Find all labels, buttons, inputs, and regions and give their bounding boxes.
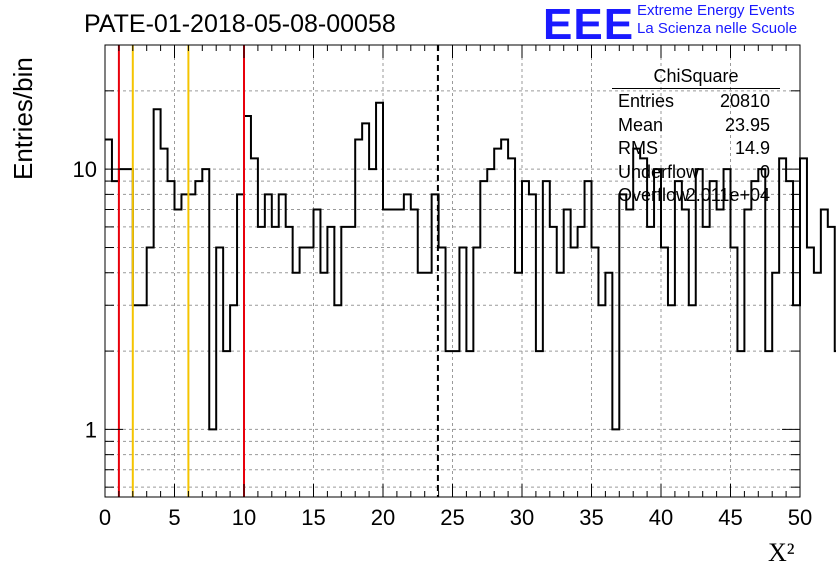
stats-key: Underflow <box>618 161 700 182</box>
stats-title: ChiSquare <box>612 66 780 89</box>
x-tick-label: 25 <box>440 505 464 530</box>
stats-value: 0 <box>759 161 770 182</box>
x-tick-label: 0 <box>99 505 111 530</box>
x-tick-label: 40 <box>649 505 673 530</box>
stats-key: RMS <box>618 138 658 158</box>
x-tick-label: 5 <box>168 505 180 530</box>
stats-key: Mean <box>618 114 664 135</box>
x-axis-label: X² <box>768 538 795 567</box>
x-tick-label: 15 <box>301 505 325 530</box>
stats-row-entries: Entries 20810 <box>612 91 780 115</box>
stats-key: Overflow <box>618 185 690 205</box>
x-tick-label: 45 <box>718 505 742 530</box>
logo-line-2: La Scienza nelle Scuole <box>637 20 798 37</box>
stats-row-overflow: Overflow 2.011e+04 <box>612 185 780 209</box>
y-tick-label: 10 <box>73 157 97 182</box>
stats-row-mean: Mean 23.95 <box>612 115 780 139</box>
logo-caption: Extreme Energy Events La Scienza nelle S… <box>637 2 797 38</box>
stats-row-rms: RMS 14.9 <box>612 138 780 162</box>
x-tick-label: 10 <box>232 505 256 530</box>
stats-value: 20810 <box>719 91 770 111</box>
stats-row-underflow: Underflow 0 <box>612 162 780 186</box>
eee-logo: EEE <box>543 0 635 49</box>
stats-value: 23.95 <box>724 114 770 135</box>
logo-line-1: Extreme Energy Events <box>637 2 795 19</box>
x-tick-label: 30 <box>510 505 534 530</box>
stats-key: Entries <box>618 91 675 111</box>
stats-box: ChiSquare Entries 20810 Mean 23.95 RMS 1… <box>612 66 780 209</box>
stats-value: 2.011e+04 <box>685 185 770 205</box>
plot-title: PATE-01-2018-05-08-00058 <box>84 10 396 38</box>
x-tick-label: 50 <box>788 505 812 530</box>
x-tick-label: 35 <box>579 505 603 530</box>
y-axis-label: Entries/bin <box>8 57 38 180</box>
stats-value: 14.9 <box>734 138 770 158</box>
y-tick-label: 1 <box>85 417 97 442</box>
x-tick-label: 20 <box>371 505 395 530</box>
